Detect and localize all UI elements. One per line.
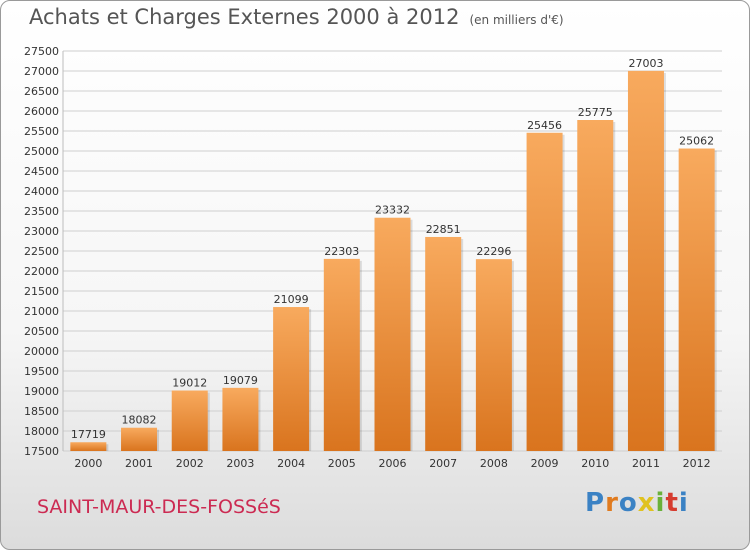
x-axis-ticks: 2000 2001 2002 2003 2004 2005 2006 2007 2008 2009… (74, 457, 710, 470)
logo-letter: t (665, 488, 679, 518)
y-tick-label: 23000 (24, 225, 59, 238)
logo-letter: o (618, 488, 638, 518)
proxiti-logo: Proxiti (585, 488, 689, 518)
bar (121, 427, 158, 451)
bar (526, 132, 563, 451)
y-tick-label: 25500 (24, 125, 59, 138)
y-tick-label: 17500 (24, 445, 59, 458)
x-tick-label: 2006 (379, 457, 407, 470)
chart-title: Achats et Charges Externes 2000 à 2012 (e… (29, 5, 564, 29)
x-tick-label: 2005 (328, 457, 356, 470)
x-tick-label: 2002 (176, 457, 204, 470)
bar (374, 217, 411, 451)
bar-value-label: 25775 (578, 106, 613, 119)
y-tick-label: 21500 (24, 285, 59, 298)
y-tick-label: 21000 (24, 305, 59, 318)
bar-value-label: 25062 (679, 135, 714, 148)
x-tick-label: 2001 (125, 457, 153, 470)
y-tick-label: 26000 (24, 105, 59, 118)
bar (425, 236, 462, 451)
y-tick-label: 19000 (24, 385, 59, 398)
x-tick-label: 2009 (531, 457, 559, 470)
logo-letter: i (655, 488, 666, 518)
bar-value-label: 22851 (426, 223, 461, 236)
bar (627, 70, 664, 451)
bar (475, 259, 512, 451)
y-tick-label: 19500 (24, 365, 59, 378)
bar (171, 390, 208, 451)
y-tick-label: 27500 (24, 45, 59, 58)
title-text: Achats et Charges Externes 2000 à 2012 (29, 5, 460, 29)
logo-letter: x (637, 488, 656, 518)
y-tick-label: 20000 (24, 345, 59, 358)
y-tick-label: 23500 (24, 205, 59, 218)
bar-value-label: 22296 (476, 245, 511, 258)
bar-value-label: 18082 (122, 414, 157, 427)
y-tick-label: 18500 (24, 405, 59, 418)
bar-value-label: 27003 (628, 57, 663, 70)
y-tick-label: 27000 (24, 65, 59, 78)
bar-value-label: 25456 (527, 119, 562, 132)
x-tick-label: 2003 (226, 457, 254, 470)
y-tick-label: 20500 (24, 325, 59, 338)
bar (273, 307, 310, 451)
bar-value-label: 21099 (274, 293, 309, 306)
commune-name: SAINT-MAUR-DES-FOSSéS (37, 496, 281, 518)
x-tick-label: 2000 (74, 457, 102, 470)
x-tick-label: 2004 (277, 457, 305, 470)
data-labels: 17719 18082 19012 19079 21099 22303 23332 22851… (71, 57, 714, 441)
bar-value-label: 22303 (324, 245, 359, 258)
y-tick-label: 24000 (24, 185, 59, 198)
bar-value-label: 19079 (223, 374, 258, 387)
y-tick-label: 24500 (24, 165, 59, 178)
bar-value-label: 23332 (375, 204, 410, 217)
y-tick-label: 25000 (24, 145, 59, 158)
y-tick-label: 22500 (24, 245, 59, 258)
x-tick-label: 2007 (429, 457, 457, 470)
y-tick-label: 26500 (24, 85, 59, 98)
bar (222, 387, 259, 451)
y-tick-label: 22000 (24, 265, 59, 278)
logo-letter: P (585, 488, 606, 518)
y-tick-label: 18000 (24, 425, 59, 438)
y-axis-ticks: 17500 18000 18500 19000 19500 20000 20500 21000… (24, 45, 59, 458)
logo-letter: r (605, 488, 619, 518)
bar (577, 120, 614, 451)
x-tick-label: 2011 (632, 457, 660, 470)
x-tick-label: 2012 (683, 457, 711, 470)
bar-value-label: 19012 (172, 377, 207, 390)
x-tick-label: 2010 (581, 457, 609, 470)
chart-subtitle: (en milliers d'€) (469, 13, 564, 27)
bar (70, 442, 107, 451)
bar-value-label: 17719 (71, 428, 106, 441)
logo-letter: i (678, 488, 689, 518)
bars (70, 70, 717, 451)
bar (323, 258, 360, 451)
bar (678, 148, 715, 451)
x-tick-label: 2008 (480, 457, 508, 470)
